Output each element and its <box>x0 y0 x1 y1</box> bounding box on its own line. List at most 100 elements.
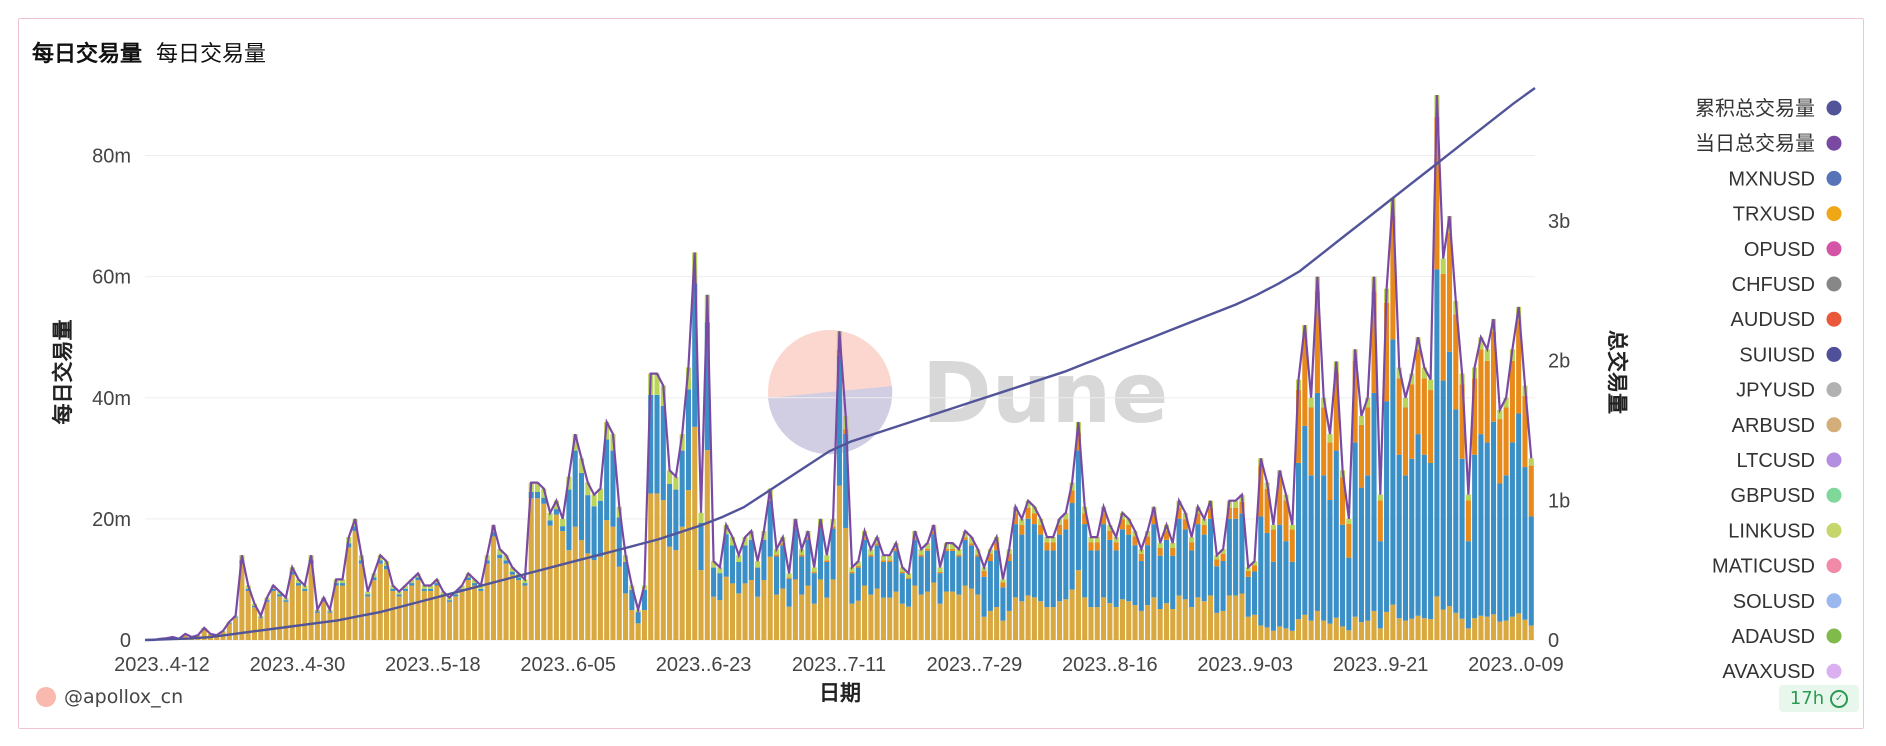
bar-segment <box>1390 339 1396 605</box>
author-credit[interactable]: @apollox_cn <box>36 686 183 708</box>
bar-segment <box>1157 555 1163 609</box>
bar-segment <box>402 585 408 589</box>
bar-segment <box>478 588 484 591</box>
bar-segment <box>786 573 792 578</box>
bar-segment <box>1056 601 1063 640</box>
bar-segment <box>1000 587 1006 621</box>
bar-segment <box>1233 595 1239 640</box>
bar-segment <box>1251 614 1258 640</box>
bar-segment <box>610 450 616 527</box>
bar-segment <box>855 566 861 568</box>
x-tick-label: 2023..6-23 <box>656 654 752 676</box>
bar-segment <box>428 588 434 591</box>
bar-segment <box>893 591 899 640</box>
bar-segment <box>534 492 541 499</box>
bar-segment <box>1038 524 1044 535</box>
bar-segment <box>490 536 497 640</box>
bar-segment <box>1056 524 1063 535</box>
bar-segment <box>1088 542 1094 551</box>
bar-segment <box>723 576 729 640</box>
bar-segment <box>1484 360 1490 443</box>
bar-segment <box>1220 553 1226 561</box>
bar-segment <box>1484 442 1490 617</box>
freshness-badge[interactable]: 17h ✓ <box>1779 685 1859 712</box>
legend-swatch <box>1826 100 1842 116</box>
bar-segment <box>453 594 459 597</box>
bar-segment <box>943 591 949 640</box>
bar-segment <box>962 585 968 640</box>
bar-segment <box>459 590 465 640</box>
bar-segment <box>698 523 704 571</box>
bar-segment <box>1189 550 1195 608</box>
bar-segment <box>1107 524 1113 531</box>
bar-segment <box>1075 570 1081 640</box>
legend-label: MATICUSD <box>1712 556 1815 578</box>
bar-segment <box>937 567 943 572</box>
y2-tick-label: 0 <box>1548 630 1559 652</box>
x-tick-label: 2023..6-05 <box>520 654 616 676</box>
bar-segment <box>1063 519 1069 530</box>
legend-label: OPUSD <box>1744 239 1815 261</box>
bar-segment <box>767 556 773 640</box>
bar-segment <box>931 582 937 640</box>
bar-segment <box>981 616 987 640</box>
bar-segment <box>1113 607 1119 640</box>
legend-swatch <box>1826 593 1842 609</box>
bar-segment <box>679 526 685 640</box>
bar-segment <box>560 531 566 640</box>
bar-segment <box>711 561 717 568</box>
bar-segment <box>428 590 434 640</box>
bar-segment <box>553 500 559 510</box>
bar-segment <box>1044 550 1050 608</box>
bar-segment <box>421 590 427 640</box>
bar-segment <box>1289 630 1295 640</box>
bar-segment <box>1000 582 1006 588</box>
bar-segment <box>1434 116 1440 270</box>
y-tick-label: 80m <box>92 146 131 168</box>
bar-segment <box>1025 500 1031 508</box>
bar-segment <box>1126 524 1132 535</box>
bar-segment <box>566 489 572 551</box>
bar-segment <box>1182 599 1188 640</box>
bar-segment <box>1409 384 1415 459</box>
bar-segment <box>1044 542 1050 551</box>
legend-label: TRXUSD <box>1733 204 1815 226</box>
bar-segment <box>1472 378 1478 455</box>
bar-segment <box>755 596 761 640</box>
bar-segment <box>1000 579 1006 583</box>
bar-segment <box>578 540 585 640</box>
legend-label: LTCUSD <box>1736 450 1815 472</box>
bar-segment <box>780 588 786 640</box>
bar-segment <box>534 498 541 640</box>
daily-total-line <box>147 94 1533 642</box>
bar-segment <box>1409 618 1415 640</box>
bar-segment <box>182 634 188 640</box>
bar-segment <box>736 562 742 594</box>
bar-segment <box>987 553 993 561</box>
bar-segment <box>1296 390 1302 463</box>
bar-segment <box>698 570 704 640</box>
legend-label: AUDUSD <box>1731 309 1815 331</box>
bar-segment <box>685 490 691 641</box>
bar-segment <box>1434 596 1440 640</box>
bar-segment <box>1314 610 1320 640</box>
bar-segment <box>1201 534 1207 602</box>
bar-segment <box>1138 553 1144 561</box>
bar-segment <box>604 439 610 521</box>
bar-segment <box>1503 620 1509 640</box>
bar-segment <box>717 573 723 601</box>
bar-segment <box>339 585 346 640</box>
y2-tick-label: 3b <box>1548 211 1570 233</box>
bar-segment <box>635 623 641 640</box>
bar-segment <box>1377 628 1383 640</box>
bar-segment <box>541 503 547 640</box>
bar-segment <box>421 585 427 589</box>
bar-segment <box>560 518 566 527</box>
bar-segment <box>641 589 647 611</box>
bar-segment <box>1264 532 1270 628</box>
bar-segment <box>390 588 396 591</box>
bar-segment <box>1440 258 1446 274</box>
bar-segment <box>956 594 962 640</box>
bar-segment <box>1019 524 1025 535</box>
bar-segment <box>358 560 364 564</box>
